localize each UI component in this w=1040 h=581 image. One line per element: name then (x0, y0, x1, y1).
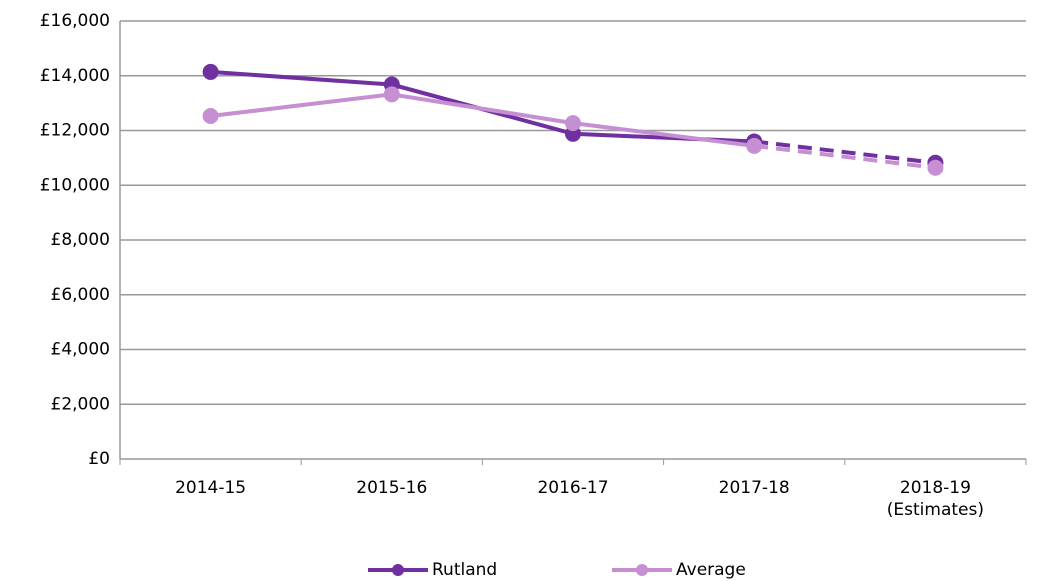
y-tick-label: £8,000 (51, 230, 110, 250)
point (746, 137, 763, 154)
point (383, 86, 400, 103)
y-tick-label: £16,000 (40, 11, 110, 31)
y-tick-label: £2,000 (51, 394, 110, 414)
legend-marker (392, 564, 404, 576)
point (565, 115, 581, 132)
legend-label: Rutland (432, 560, 497, 580)
legend-marker (636, 564, 648, 576)
series-line (753, 143, 936, 170)
x-tick-label: 2015-16 (356, 478, 428, 498)
legend-label: Average (676, 560, 746, 580)
y-tick-label: £6,000 (51, 285, 110, 305)
y-tick-label: £12,000 (40, 121, 110, 141)
y-tick-label: £10,000 (40, 175, 110, 195)
x-tick-label: 2016-17 (537, 478, 609, 498)
x-tick-label: 2017-18 (718, 478, 790, 498)
series-line (753, 139, 936, 165)
x-tick-label: 2018-19 (Estimates) (886, 478, 984, 520)
y-tick-label: £14,000 (40, 66, 110, 86)
y-tick-label: £4,000 (51, 340, 110, 360)
y-tick-label: £0 (88, 449, 110, 469)
point (202, 63, 219, 80)
point (202, 107, 219, 124)
x-tick-label: 2014-15 (175, 478, 247, 498)
point (927, 159, 944, 176)
series-line (210, 92, 755, 148)
